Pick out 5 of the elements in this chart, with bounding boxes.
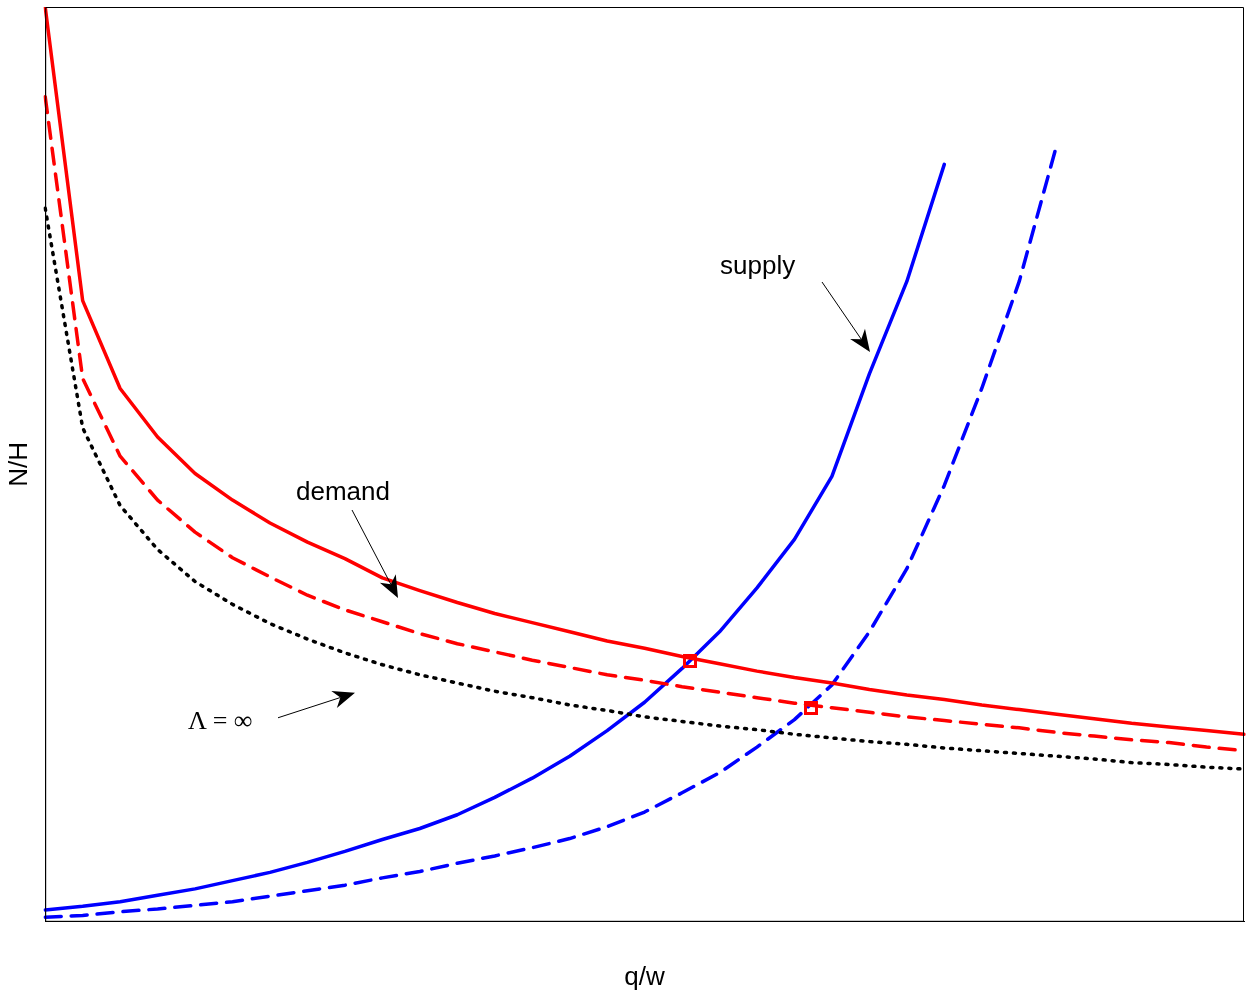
y-axis-title: N/H [2, 442, 33, 487]
x-axis-title: q/w [624, 960, 666, 991]
annotation: supply [720, 250, 796, 281]
annotation: Λ = ∞ [188, 706, 253, 736]
annotation: demand [296, 476, 390, 507]
